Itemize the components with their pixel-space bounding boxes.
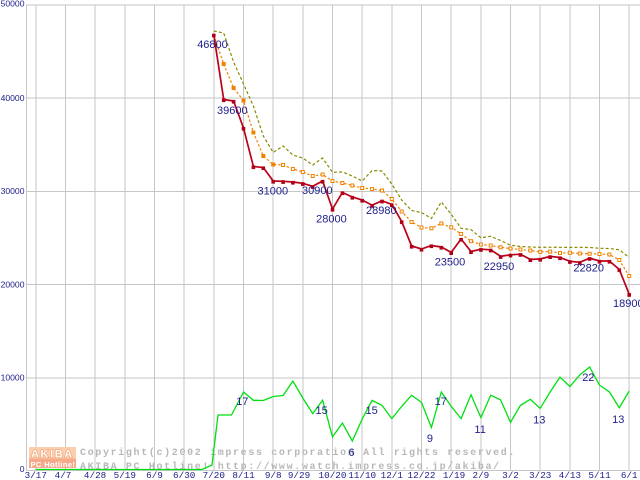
svg-text:12/22: 12/22 <box>408 470 436 480</box>
svg-text:1/19: 1/19 <box>443 470 465 480</box>
svg-text:46800: 46800 <box>197 39 228 51</box>
svg-text:6/30: 6/30 <box>173 470 195 480</box>
svg-text:6: 6 <box>349 447 355 459</box>
svg-text:5/19: 5/19 <box>114 470 136 480</box>
svg-text:4/28: 4/28 <box>84 470 106 480</box>
svg-text:13: 13 <box>533 414 545 426</box>
svg-text:15: 15 <box>366 405 378 417</box>
svg-text:22820: 22820 <box>573 262 604 274</box>
svg-text:10/20: 10/20 <box>319 470 347 480</box>
svg-text:15: 15 <box>316 405 328 417</box>
svg-text:9: 9 <box>427 433 433 445</box>
svg-text:6/1: 6/1 <box>621 470 638 480</box>
svg-text:9/29: 9/29 <box>288 470 310 480</box>
svg-text:17: 17 <box>435 396 447 408</box>
svg-text:50000: 50000 <box>1 0 25 9</box>
svg-text:13: 13 <box>612 414 624 426</box>
svg-text:28980: 28980 <box>366 205 397 217</box>
svg-text:Copyright(c)2002 impress corpo: Copyright(c)2002 impress corporation All… <box>80 447 516 459</box>
svg-text:PC Hotline!: PC Hotline! <box>31 460 76 469</box>
svg-text:AKIBA: AKIBA <box>31 449 74 461</box>
svg-text:40000: 40000 <box>1 93 25 103</box>
svg-text:30900: 30900 <box>302 185 333 197</box>
svg-text:3/2: 3/2 <box>502 470 519 480</box>
svg-text:23500: 23500 <box>435 256 466 268</box>
svg-text:8/11: 8/11 <box>232 470 255 480</box>
svg-text:4/7: 4/7 <box>55 470 72 480</box>
svg-text:11: 11 <box>474 424 485 436</box>
svg-text:7/20: 7/20 <box>203 470 225 480</box>
svg-text:39600: 39600 <box>217 105 248 117</box>
svg-text:3/23: 3/23 <box>529 470 551 480</box>
svg-text:30000: 30000 <box>1 186 25 196</box>
svg-text:11/10: 11/10 <box>348 470 376 480</box>
svg-text:22: 22 <box>582 372 594 384</box>
svg-text:12/1: 12/1 <box>381 470 404 480</box>
svg-text:3/17: 3/17 <box>25 470 47 480</box>
svg-text:20000: 20000 <box>1 279 25 289</box>
svg-text:22950: 22950 <box>484 261 515 273</box>
svg-text:17: 17 <box>236 396 248 408</box>
svg-text:0: 0 <box>20 464 25 474</box>
svg-text:5/11: 5/11 <box>588 470 611 480</box>
svg-text:9/8: 9/8 <box>265 470 282 480</box>
svg-text:10000: 10000 <box>1 373 25 383</box>
svg-text:18900: 18900 <box>613 298 640 310</box>
svg-text:4/13: 4/13 <box>559 470 581 480</box>
svg-text:31000: 31000 <box>258 186 289 198</box>
svg-text:6/9: 6/9 <box>146 470 163 480</box>
svg-text:2/9: 2/9 <box>473 470 490 480</box>
svg-text:28000: 28000 <box>316 213 347 225</box>
